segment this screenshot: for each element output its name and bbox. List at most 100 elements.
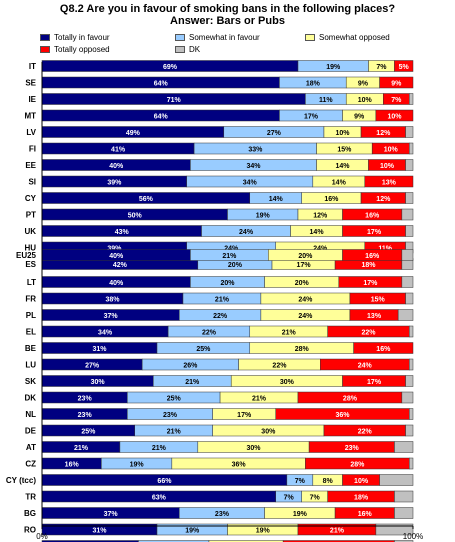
data-label: 39%: [107, 246, 122, 253]
row-label: AT: [26, 443, 36, 452]
data-label: 26%: [183, 363, 198, 370]
bar-segment: [401, 249, 414, 261]
data-label: 18%: [354, 495, 369, 502]
bar-segment: [397, 309, 414, 321]
data-label: 56%: [139, 196, 154, 203]
row-label: DK: [24, 394, 36, 403]
data-label: 25%: [167, 396, 182, 403]
bar-segment: [379, 76, 414, 89]
data-label: 30%: [280, 379, 295, 386]
data-label: 24%: [224, 246, 239, 253]
data-label: 69%: [163, 64, 178, 71]
data-label: 14%: [332, 180, 347, 187]
bar-segment: [405, 292, 414, 305]
legend-swatch: [40, 46, 50, 53]
data-label: 17%: [297, 262, 312, 269]
data-label: 18%: [306, 81, 321, 88]
data-label: 27%: [85, 363, 100, 370]
data-label: 21%: [152, 445, 167, 452]
data-label: 21%: [74, 445, 89, 452]
legend-label: Totally opposed: [54, 45, 110, 54]
data-label: 18%: [361, 262, 376, 269]
data-label: 15%: [371, 297, 386, 304]
data-label: 24%: [239, 229, 254, 236]
row-label: CY: [25, 194, 37, 203]
row-label: BE: [25, 344, 37, 353]
x-tick-label: 100%: [403, 532, 423, 541]
data-label: 28%: [295, 346, 310, 353]
data-label: 71%: [167, 97, 182, 104]
chart-title: Q8.2 Are you in favour of smoking bans i…: [0, 3, 455, 27]
data-label: 23%: [78, 396, 93, 403]
data-label: 20%: [295, 280, 310, 287]
data-label: 22%: [202, 330, 217, 337]
data-label: 21%: [215, 297, 230, 304]
data-label: 40%: [109, 280, 124, 287]
data-label: 25%: [196, 346, 211, 353]
bar-segment: [394, 540, 414, 542]
data-label: 20%: [220, 280, 235, 287]
bar-segment: [138, 540, 210, 542]
bar-segment: [41, 540, 139, 542]
row-label: HU: [24, 244, 36, 253]
bar-segment: [394, 490, 414, 503]
data-label: 11%: [319, 97, 333, 104]
row-label: RO: [24, 526, 36, 535]
row-label: DE: [25, 427, 37, 436]
row-label: EU25: [16, 251, 37, 260]
data-label: 5%: [399, 64, 410, 71]
data-label: 16%: [65, 462, 80, 469]
data-label: 38%: [105, 297, 120, 304]
row-label: LV: [26, 128, 36, 137]
bar-segment: [409, 142, 414, 155]
data-label: 30%: [91, 379, 106, 386]
data-label: 36%: [232, 462, 247, 469]
data-label: 21%: [330, 528, 345, 535]
legend-item-totally-opposed: Totally opposed: [40, 45, 110, 54]
bar-segment: [405, 192, 414, 204]
row-label: LU: [25, 361, 36, 370]
data-label: 21%: [252, 396, 267, 403]
data-label: 64%: [154, 114, 169, 121]
legend-item-dk: DK: [175, 45, 200, 54]
data-label: 49%: [126, 130, 141, 137]
bar-segment: [409, 325, 414, 338]
data-label: 21%: [282, 330, 297, 337]
data-label: 19%: [185, 528, 200, 535]
bar-segment: [401, 208, 414, 221]
data-label: 24%: [298, 297, 313, 304]
data-label: 63%: [152, 495, 167, 502]
row-label: MT: [24, 112, 36, 121]
title-line-2: Answer: Bars or Pubs: [170, 15, 285, 27]
data-label: 13%: [382, 180, 397, 187]
data-label: 34%: [98, 330, 113, 337]
data-label: 43%: [115, 229, 130, 236]
data-label: 22%: [358, 429, 373, 436]
data-label: 17%: [367, 379, 382, 386]
data-label: 19%: [130, 462, 145, 469]
data-label: 22%: [361, 330, 376, 337]
bar-segment: [375, 523, 414, 536]
data-label: 31%: [92, 346, 107, 353]
data-label: 10%: [380, 163, 395, 170]
row-label: NL: [25, 410, 36, 419]
data-label: 28%: [350, 462, 365, 469]
row-label: EL: [26, 328, 36, 337]
row-label: BG: [24, 509, 36, 518]
legend-item-totally-in-favour: Totally in favour: [40, 33, 110, 42]
bar-segment: [405, 375, 414, 387]
data-label: 40%: [109, 163, 124, 170]
legend-swatch: [175, 34, 185, 41]
data-label: 19%: [326, 64, 341, 71]
data-label: 10%: [384, 147, 399, 154]
data-label: 39%: [107, 180, 122, 187]
data-label: 20%: [298, 253, 313, 260]
data-label: 37%: [104, 511, 119, 518]
data-label: 17%: [237, 412, 252, 419]
data-label: 7%: [310, 495, 321, 502]
data-label: 21%: [222, 253, 237, 260]
bar-segment: [364, 175, 414, 188]
data-label: 24%: [313, 246, 328, 253]
x-tick-label: 0%: [36, 532, 48, 541]
data-label: 9%: [358, 81, 369, 88]
